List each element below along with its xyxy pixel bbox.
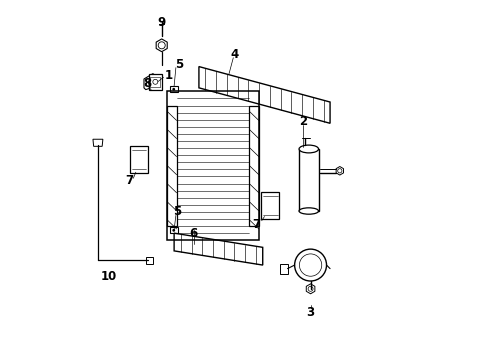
Text: 1: 1: [165, 69, 173, 82]
Polygon shape: [336, 167, 343, 175]
Text: 7: 7: [125, 174, 133, 187]
Ellipse shape: [299, 208, 318, 214]
Text: 3: 3: [307, 306, 315, 319]
Text: 2: 2: [299, 115, 308, 128]
Polygon shape: [146, 257, 153, 264]
Text: 5: 5: [174, 58, 183, 71]
Polygon shape: [93, 139, 103, 146]
Text: 9: 9: [158, 16, 166, 29]
Text: 6: 6: [190, 228, 198, 240]
Text: 4: 4: [230, 48, 239, 61]
Circle shape: [172, 229, 175, 232]
Circle shape: [172, 88, 175, 91]
Polygon shape: [144, 74, 158, 90]
Polygon shape: [148, 74, 162, 90]
Polygon shape: [306, 284, 315, 294]
Ellipse shape: [299, 145, 318, 153]
Text: 8: 8: [144, 77, 151, 90]
Text: 7: 7: [253, 218, 261, 231]
Text: 10: 10: [100, 270, 117, 283]
Text: 5: 5: [173, 206, 182, 219]
Polygon shape: [156, 39, 167, 52]
